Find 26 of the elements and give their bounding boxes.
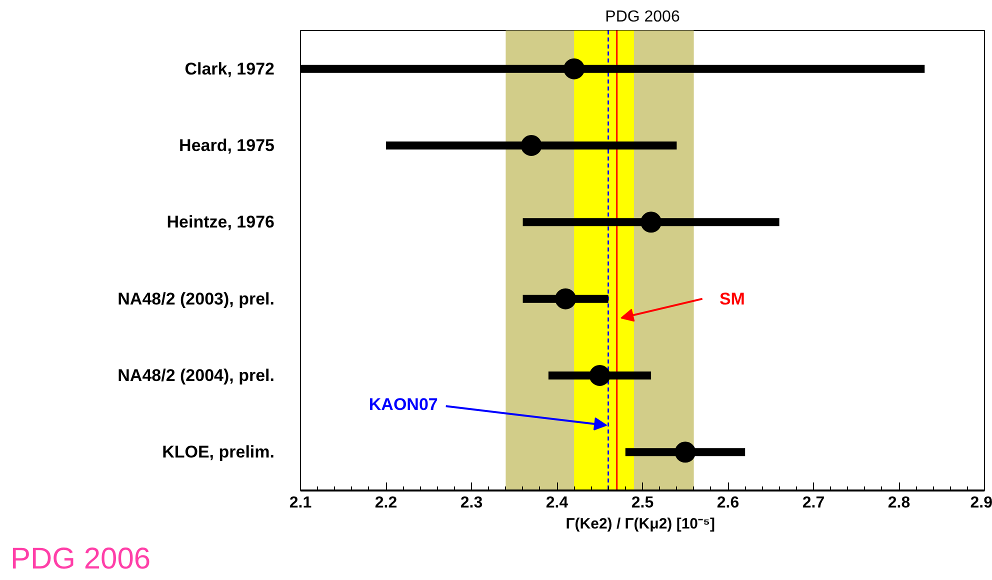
y-tick-label: Heard, 1975 — [179, 136, 274, 155]
point — [564, 58, 585, 80]
chart-title: PDG 2006 — [605, 8, 680, 26]
y-tick-label: NA48/2 (2003), prel. — [118, 289, 275, 308]
x-tick-label: 2.7 — [802, 494, 825, 512]
x-tick-label: 2.3 — [460, 494, 483, 512]
x-tick-label: 2.5 — [631, 494, 654, 512]
x-tick-label: 2.4 — [546, 494, 568, 512]
x-tick-label: 2.8 — [888, 494, 910, 512]
point — [555, 288, 576, 310]
point — [520, 135, 542, 156]
y-tick-label: NA48/2 (2004), prel. — [118, 366, 275, 385]
x-tick-label: 2.6 — [716, 494, 740, 512]
x-axis-title: Γ(Ke2) / Γ(Kμ2) [10⁻⁵] — [566, 516, 716, 532]
x-tick-label: 2.2 — [374, 494, 398, 512]
point — [589, 365, 610, 386]
point — [640, 212, 662, 233]
x-tick-label: 2.9 — [970, 494, 992, 512]
point — [674, 442, 696, 463]
ref-line-label: SM — [719, 289, 745, 308]
y-tick-label: Heintze, 1976 — [166, 212, 275, 232]
x-tick-label: 2.1 — [289, 494, 312, 512]
ref-line-label: KAON07 — [368, 395, 438, 414]
text: PDG 2006 — [10, 542, 151, 576]
y-tick-label: Clark, 1972 — [184, 59, 275, 78]
y-tick-label: KLOE, prelim. — [162, 442, 275, 462]
